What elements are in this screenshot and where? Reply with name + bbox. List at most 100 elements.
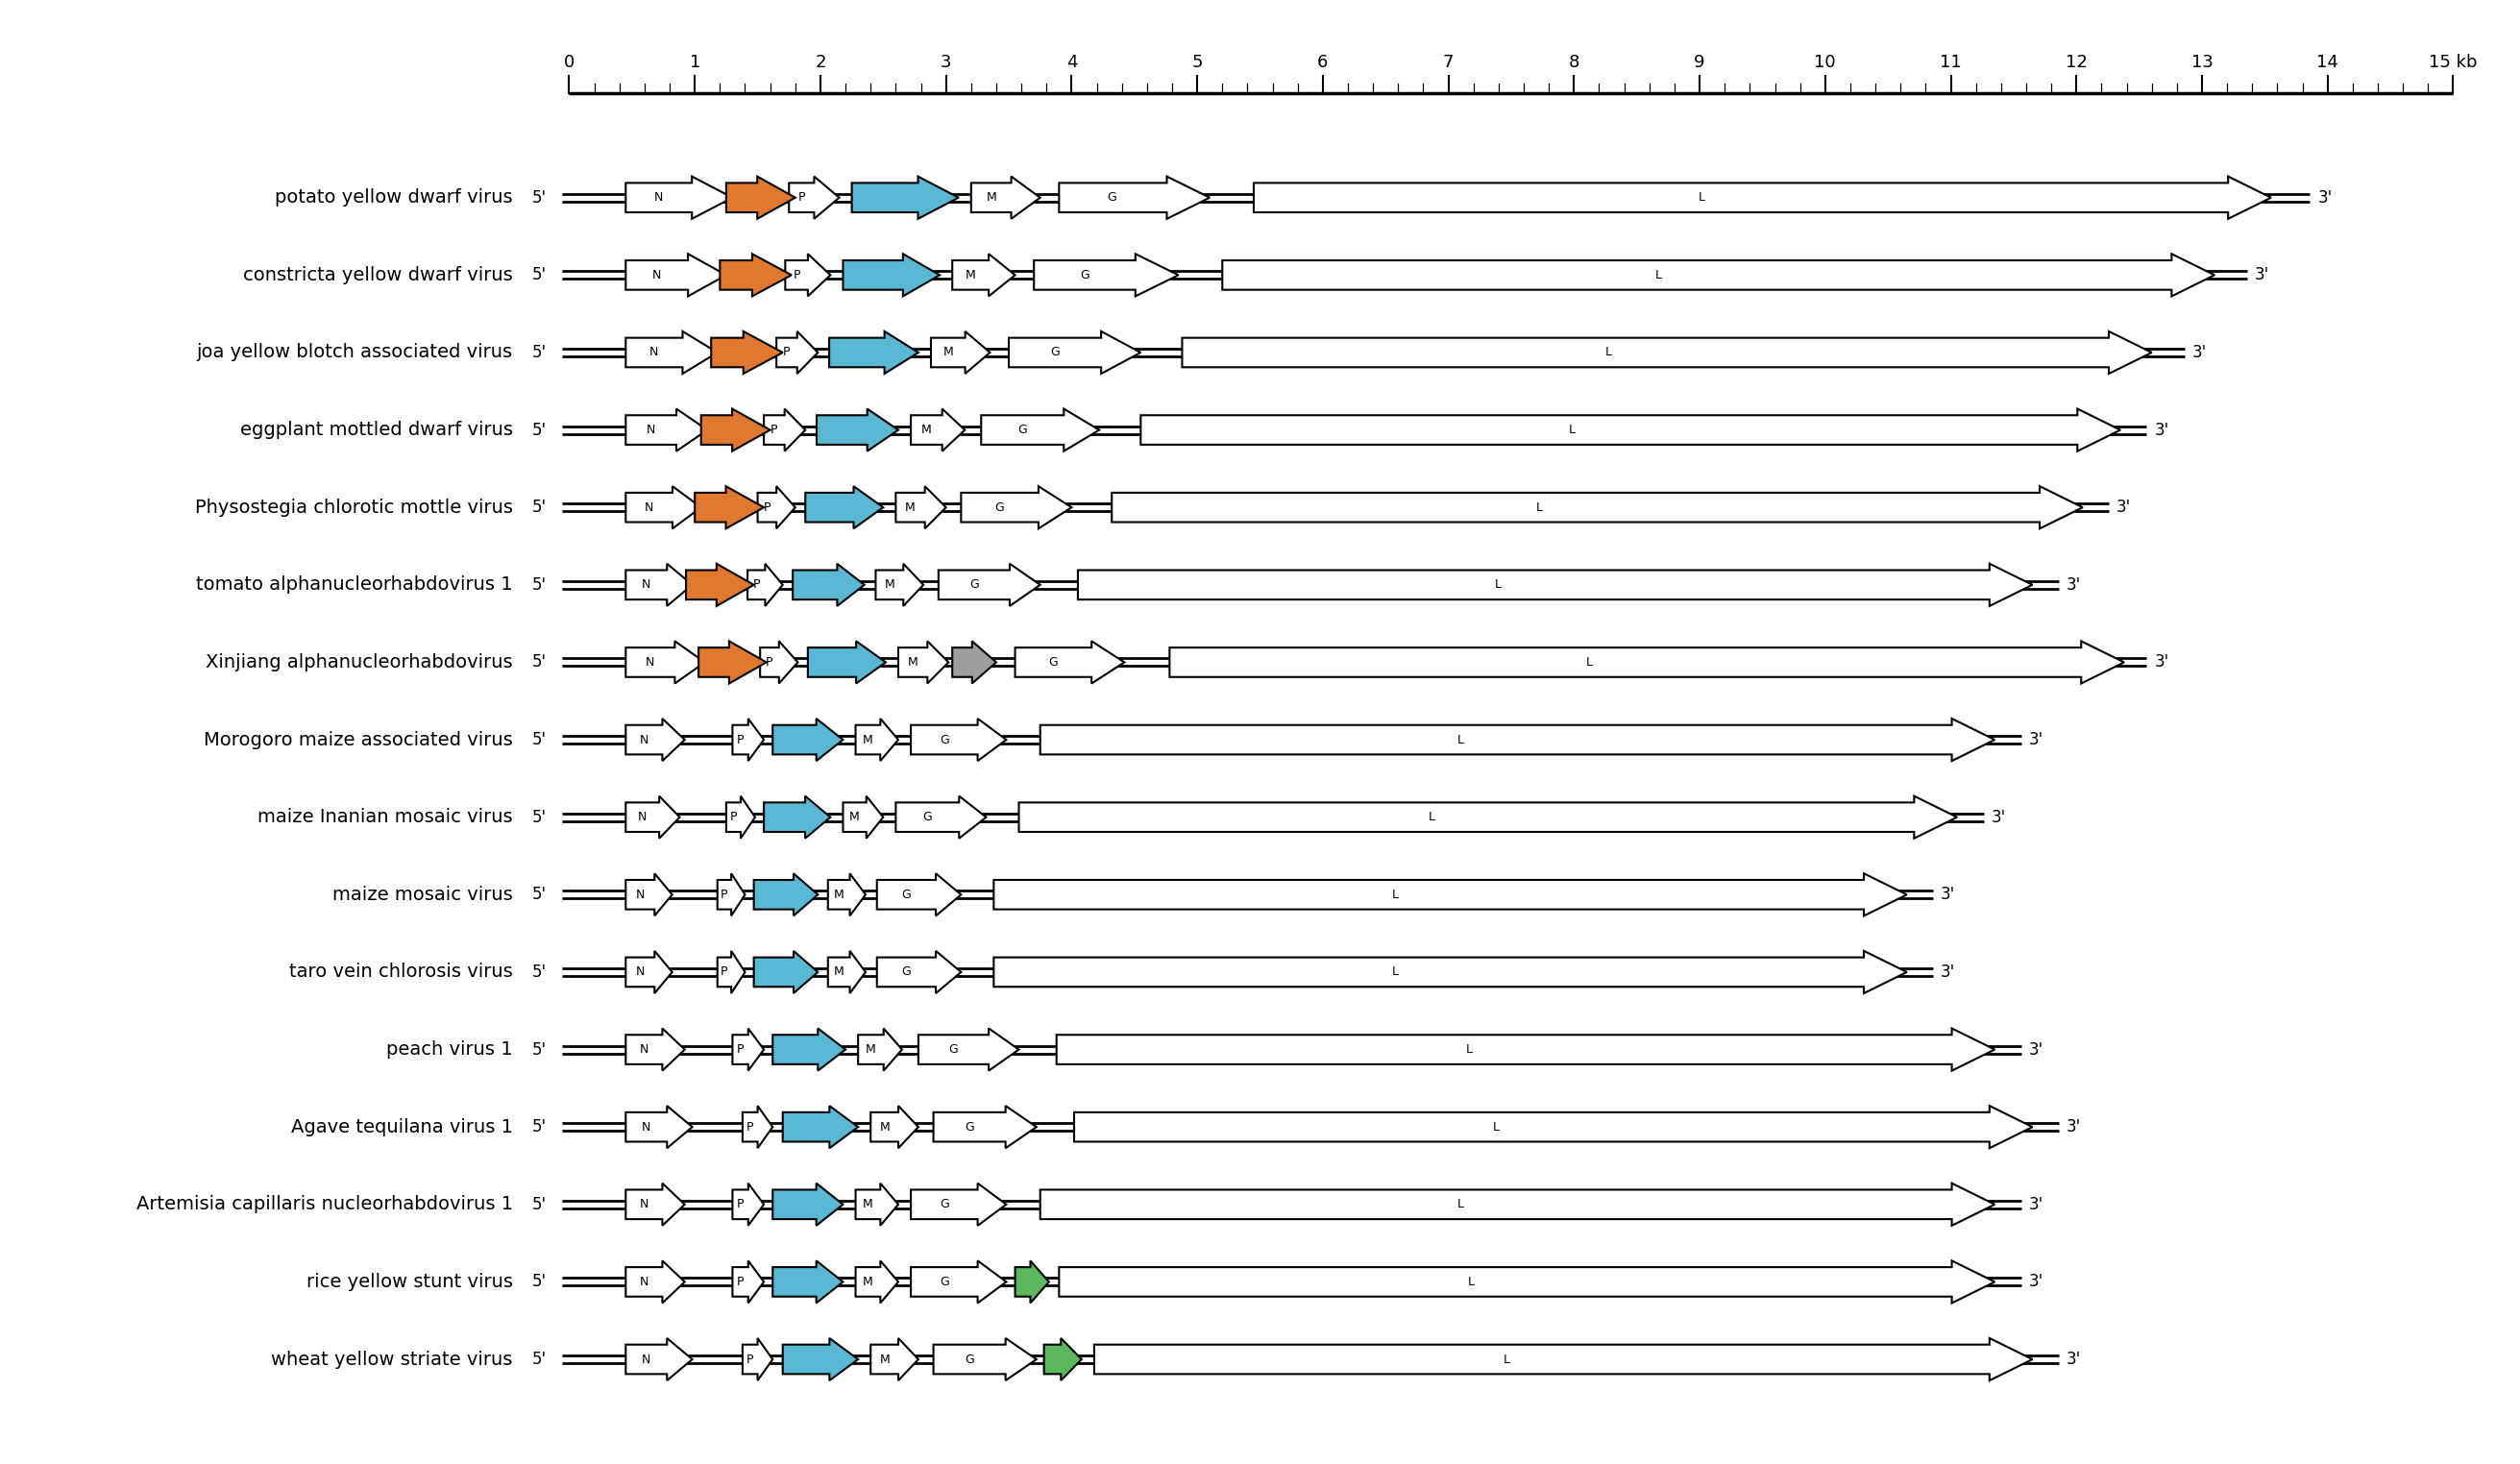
Text: maize mosaic virus: maize mosaic virus: [333, 886, 512, 903]
Text: 9: 9: [1693, 53, 1706, 70]
Text: rice yellow stunt virus: rice yellow stunt virus: [305, 1272, 512, 1291]
Text: 3': 3': [2192, 344, 2208, 362]
Text: P: P: [799, 192, 806, 203]
Text: 5': 5': [532, 266, 547, 284]
Text: 3': 3': [2117, 499, 2132, 515]
Text: 3': 3': [2155, 422, 2170, 439]
Polygon shape: [844, 796, 882, 839]
Text: Agave tequilana virus 1: Agave tequilana virus 1: [290, 1118, 512, 1136]
Text: Physostegia chlorotic mottle virus: Physostegia chlorotic mottle virus: [194, 498, 512, 517]
Text: G: G: [1048, 656, 1058, 669]
Polygon shape: [857, 1261, 897, 1303]
Polygon shape: [718, 874, 746, 916]
Text: 3: 3: [940, 53, 953, 70]
Text: G: G: [950, 1044, 958, 1056]
Polygon shape: [1043, 1338, 1081, 1381]
Polygon shape: [960, 486, 1071, 529]
Text: 5': 5': [532, 808, 547, 826]
Polygon shape: [857, 719, 897, 761]
Text: L: L: [1585, 656, 1593, 669]
Text: taro vein chlorosis virus: taro vein chlorosis virus: [290, 963, 512, 981]
Text: 3': 3': [2029, 1274, 2044, 1291]
Text: 1: 1: [690, 53, 701, 70]
Polygon shape: [774, 1183, 844, 1225]
Text: N: N: [648, 423, 655, 436]
Text: N: N: [640, 1275, 648, 1288]
Polygon shape: [829, 331, 917, 373]
Text: G: G: [902, 889, 912, 900]
Polygon shape: [852, 177, 958, 218]
Polygon shape: [625, 796, 680, 839]
Text: potato yellow dwarf virus: potato yellow dwarf virus: [275, 189, 512, 206]
Text: 5': 5': [532, 189, 547, 206]
Polygon shape: [733, 1261, 764, 1303]
Polygon shape: [625, 1183, 685, 1225]
Text: G: G: [922, 811, 932, 823]
Text: 4: 4: [1066, 53, 1076, 70]
Text: N: N: [653, 269, 660, 281]
Polygon shape: [625, 719, 685, 761]
Text: L: L: [1656, 269, 1663, 281]
Text: N: N: [643, 1353, 650, 1366]
Polygon shape: [932, 1105, 1036, 1148]
Text: 3': 3': [1940, 886, 1956, 903]
Polygon shape: [930, 331, 990, 373]
Text: L: L: [1391, 889, 1399, 900]
Text: M: M: [849, 811, 859, 823]
Text: N: N: [640, 733, 648, 747]
Text: 5': 5': [532, 653, 547, 671]
Polygon shape: [625, 1105, 693, 1148]
Text: L: L: [1391, 966, 1399, 978]
Polygon shape: [748, 564, 784, 606]
Text: M: M: [985, 192, 995, 203]
Text: 3': 3': [2029, 731, 2044, 748]
Polygon shape: [1041, 1183, 1996, 1225]
Text: 3': 3': [1991, 808, 2006, 826]
Text: M: M: [879, 1353, 890, 1366]
Text: G: G: [1018, 423, 1028, 436]
Text: M: M: [922, 423, 932, 436]
Polygon shape: [696, 486, 764, 529]
Text: L: L: [1567, 423, 1575, 436]
Polygon shape: [733, 1183, 764, 1225]
Text: 3': 3': [2318, 189, 2331, 206]
Polygon shape: [910, 408, 965, 451]
Polygon shape: [721, 253, 791, 296]
Text: N: N: [645, 656, 655, 669]
Text: N: N: [635, 966, 645, 978]
Text: 3': 3': [2029, 1196, 2044, 1214]
Polygon shape: [910, 719, 1005, 761]
Text: 5': 5': [532, 1196, 547, 1214]
Polygon shape: [625, 331, 718, 373]
Text: 3': 3': [2255, 266, 2271, 284]
Polygon shape: [733, 1028, 764, 1070]
Text: maize Inanian mosaic virus: maize Inanian mosaic virus: [257, 808, 512, 826]
Text: L: L: [1698, 192, 1704, 203]
Text: G: G: [940, 733, 950, 747]
Text: L: L: [1467, 1275, 1474, 1288]
Text: P: P: [736, 1275, 743, 1288]
Text: M: M: [879, 1121, 890, 1133]
Polygon shape: [1033, 253, 1179, 296]
Text: 5': 5': [532, 1041, 547, 1058]
Text: 3': 3': [2066, 1118, 2082, 1136]
Text: Artemisia capillaris nucleorhabdovirus 1: Artemisia capillaris nucleorhabdovirus 1: [136, 1195, 512, 1214]
Polygon shape: [874, 564, 922, 606]
Text: G: G: [940, 1198, 950, 1211]
Text: 6: 6: [1318, 53, 1328, 70]
Text: M: M: [942, 347, 953, 359]
Text: 5': 5': [532, 577, 547, 593]
Polygon shape: [993, 874, 1908, 916]
Polygon shape: [726, 177, 796, 218]
Text: M: M: [867, 1044, 877, 1056]
Text: G: G: [1079, 269, 1089, 281]
Polygon shape: [753, 874, 819, 916]
Text: 5': 5': [532, 422, 547, 439]
Text: 7: 7: [1444, 53, 1454, 70]
Text: P: P: [794, 269, 801, 281]
Polygon shape: [1182, 331, 2152, 373]
Polygon shape: [897, 641, 948, 684]
Text: 3': 3': [2155, 653, 2170, 671]
Text: N: N: [640, 1198, 648, 1211]
Polygon shape: [895, 486, 945, 529]
